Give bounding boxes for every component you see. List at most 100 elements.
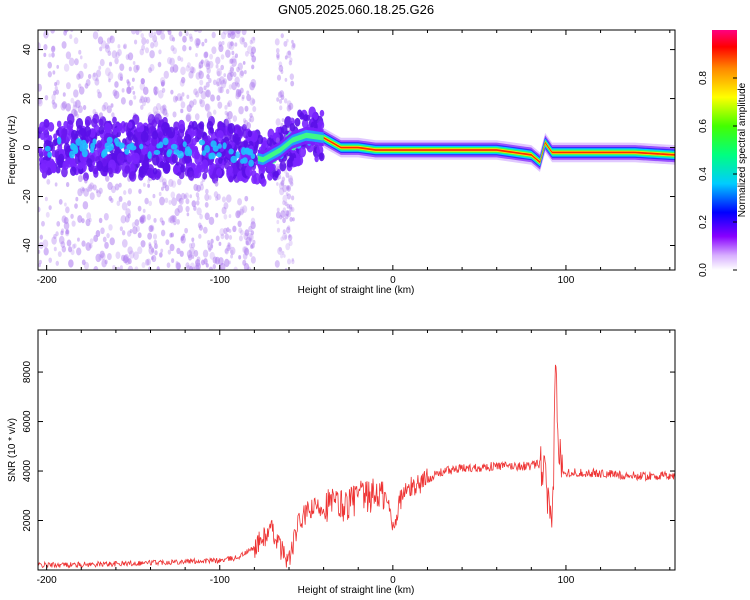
spectrogram-blob: [104, 44, 111, 53]
spectrogram-blob: [278, 174, 282, 180]
spectrogram-blob: [159, 252, 163, 258]
spectrogram-blob: [224, 258, 230, 268]
spectrogram-highlight: [170, 143, 178, 150]
spectrogram-blob: [235, 30, 241, 35]
spectrogram-blob: [144, 47, 150, 54]
spectrogram-blob: [141, 159, 150, 171]
spectrogram-blob: [235, 89, 239, 94]
spectrogram-blob: [84, 82, 89, 89]
spectrogram-blob: [252, 106, 257, 113]
spectrogram-blob: [54, 85, 58, 91]
spectrogram-blob: [277, 247, 283, 255]
spectrogram-blob: [95, 69, 102, 78]
colorbar-label: Normalized spectral amplitude: [737, 82, 748, 217]
spectrogram-blob: [167, 30, 172, 36]
spectrogram-blob: [241, 37, 245, 43]
spectrogram-blob: [282, 184, 288, 193]
spectrogram-blob: [222, 78, 228, 85]
spectrogram-blob: [69, 34, 73, 40]
spectrogram-blob: [119, 265, 123, 270]
spectrogram-blob: [64, 202, 67, 207]
spectrogram-blob: [236, 82, 240, 88]
spectrogram-blob: [38, 97, 42, 105]
spectrogram-blob: [276, 55, 280, 60]
spectrogram-blob: [78, 70, 84, 80]
spectrogram-blob: [278, 64, 284, 72]
spectrogram-blob: [116, 266, 121, 270]
spectrogram-blob: [191, 237, 195, 242]
spectrogram-blob: [202, 172, 208, 180]
spectrogram-blob: [161, 87, 166, 93]
spectrogram-blob: [119, 63, 125, 71]
spectrogram-blob: [61, 41, 67, 49]
spectrogram-blob: [61, 128, 68, 137]
spectrogram-highlight: [81, 149, 88, 158]
spectrogram-blob: [194, 167, 202, 179]
spectrogram-blob: [290, 117, 295, 125]
spectrogram-blob: [152, 167, 158, 175]
spectrogram-blob: [298, 146, 307, 158]
spectrogram-blob: [172, 215, 177, 223]
spectrogram-blob: [284, 235, 287, 240]
spectrogram-blob: [283, 254, 286, 258]
spectrogram-blob: [100, 40, 107, 49]
spectrogram-blob: [176, 262, 181, 270]
colorbar-tick-label: 0.2: [698, 215, 709, 229]
spectrogram-blob: [289, 73, 295, 81]
spectrogram-blob: [140, 217, 144, 223]
spectrogram-blob: [188, 266, 194, 270]
spectrogram-blob: [48, 257, 52, 263]
spectrogram-blob: [248, 225, 253, 233]
spectrogram-blob: [230, 30, 236, 36]
spectrogram-blob: [223, 73, 227, 78]
spectrogram-blob: [158, 131, 163, 139]
spectrogram-blob: [205, 188, 209, 195]
snr-panel: -200 -100 0 100 2000 4000 6000 8000 Height of …: [7, 329, 676, 596]
spectrogram-blob: [152, 35, 158, 43]
spectrogram-blob: [160, 79, 166, 87]
spectrogram-blob: [193, 30, 199, 33]
spectrogram-blob: [115, 251, 121, 259]
spectrogram-blob: [170, 89, 174, 95]
spectrogram-blob: [100, 227, 105, 235]
spectrogram-blob: [249, 97, 255, 106]
spectrogram-blob: [282, 232, 288, 241]
spectrogram-blob: [110, 103, 114, 108]
spectrogram-blob: [216, 168, 223, 177]
spectrogram-blob: [187, 254, 193, 261]
spectrogram-blob: [60, 230, 64, 236]
spectrogram-blob: [223, 202, 229, 210]
spectrogram-blob: [280, 69, 284, 75]
spectrogram-blob: [55, 260, 60, 266]
spectrogram-blob: [131, 222, 136, 228]
spectrogram-blob: [213, 109, 217, 115]
spectrogram-blob: [224, 233, 229, 240]
spectrogram-blob: [169, 215, 175, 224]
spectrogram-blob: [192, 98, 197, 106]
spectrogram-blob: [178, 197, 183, 204]
spectrogram-blob: [248, 118, 252, 123]
spectrogram-blob: [242, 118, 247, 123]
spectrogram-blob: [181, 92, 185, 97]
spectrogram-blob: [212, 264, 217, 270]
spectrogram-blob: [299, 112, 305, 120]
spectrogram-blob: [153, 90, 158, 96]
spectrogram-blob: [102, 236, 107, 243]
spectrogram-blob: [280, 94, 285, 101]
snr-x-ticks: -200 -100 0 100: [37, 330, 671, 586]
spectrogram-blob: [169, 243, 175, 252]
colorbar-gradient: [712, 30, 737, 270]
spectrogram-blob: [116, 125, 122, 133]
spectrogram-blob: [98, 187, 103, 194]
spectrogram-blob: [232, 225, 237, 233]
spectrogram-blob: [127, 131, 134, 141]
spectrogram-blob: [188, 70, 194, 79]
spectrogram-blob: [152, 193, 156, 199]
spectrogram-blob: [62, 92, 66, 97]
spectrogram-blob: [109, 35, 113, 40]
spectrogram-blob: [249, 233, 254, 241]
spectrogram-blob: [60, 102, 67, 111]
spectrogram-blob: [38, 98, 43, 107]
spectrogram-blob: [94, 24, 98, 30]
spectrogram-blob: [208, 77, 212, 84]
